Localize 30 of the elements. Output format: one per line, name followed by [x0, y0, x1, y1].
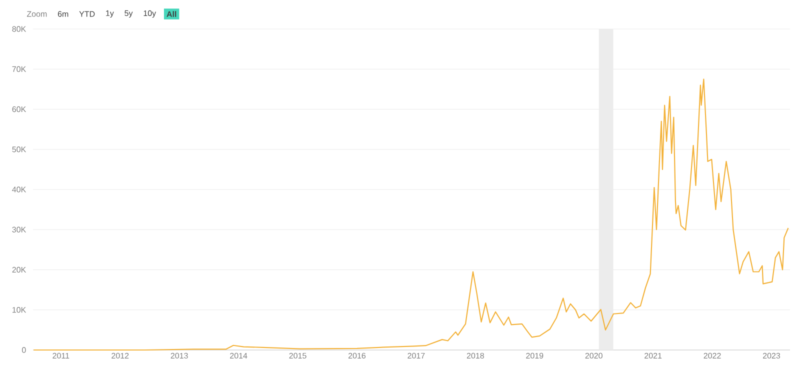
- y-tick-label: 10K: [12, 307, 26, 313]
- x-tick-label: 2020: [585, 352, 602, 359]
- y-tick-label: 40K: [12, 186, 26, 192]
- x-tick-label: 2022: [704, 352, 721, 359]
- text: 1y: [106, 10, 114, 18]
- x-tick-label: 2017: [408, 352, 425, 359]
- text: YTD: [79, 11, 95, 17]
- x-tick-label: 2016: [348, 352, 366, 359]
- x-tick-label: 2019: [526, 352, 544, 359]
- y-tick-label: 50K: [12, 146, 26, 152]
- y-tick-label: 60K: [12, 106, 26, 112]
- y-tick-label: 20K: [12, 266, 26, 273]
- x-tick-label: 2023: [763, 352, 780, 359]
- text: All: [166, 11, 176, 17]
- x-tick-label: 2018: [466, 352, 484, 359]
- y-tick-label: 70K: [12, 66, 26, 72]
- x-tick-label: 2012: [112, 352, 129, 359]
- x-tick-label: 2014: [230, 352, 248, 359]
- line-series: [33, 78, 789, 351]
- x-tick-label: 2013: [170, 352, 188, 359]
- y-tick-label: 0: [22, 347, 26, 353]
- text: Zoom: [26, 11, 47, 17]
- x-tick-label: 2011: [52, 352, 70, 359]
- x-tick-label: 2015: [289, 352, 306, 359]
- text: 5y: [124, 10, 133, 18]
- y-tick-label: 80K: [12, 26, 26, 32]
- text: 6m: [58, 11, 68, 17]
- y-tick-label: 30K: [12, 226, 26, 232]
- x-tick-label: 2021: [644, 352, 662, 359]
- text: 10y: [144, 10, 156, 18]
